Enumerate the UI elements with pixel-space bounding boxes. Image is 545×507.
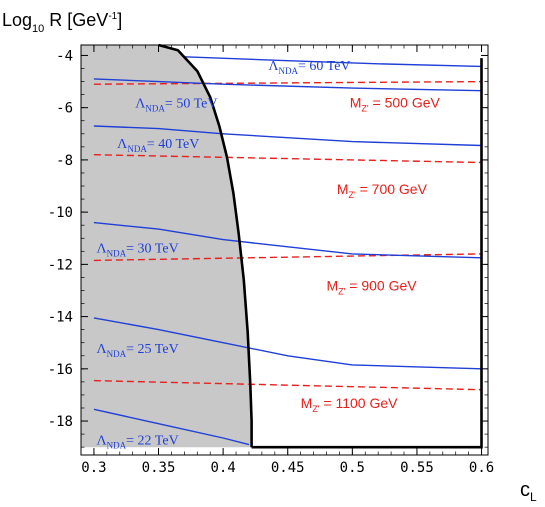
- lambda-label-value: = 25 TeV: [126, 342, 179, 357]
- lambda-label-symbol: Λ: [135, 97, 146, 112]
- y-axis-title: Log10 R [GeV-1]: [2, 10, 122, 35]
- lambda-label-value: = 60 TeV: [298, 59, 351, 74]
- mz-line-0: [93, 80, 482, 85]
- lambda-label-symbol: Λ: [97, 242, 108, 257]
- mz-label: MZ' = 1100 GeV: [301, 395, 399, 414]
- x-tick-label: 0.4: [210, 460, 235, 476]
- mz-label-subscript: Z': [338, 286, 345, 296]
- x-tick-label: 0.55: [400, 460, 434, 476]
- lambda-line-4: [93, 317, 482, 370]
- lambda-line-0: [184, 56, 482, 68]
- lambda-label-value: = 30 TeV: [126, 242, 179, 257]
- x-tick-label: 0.6: [469, 460, 494, 476]
- lambda-label-symbol: Λ: [97, 342, 108, 357]
- x-axis-title: cL: [520, 479, 537, 504]
- x-tick-label: 0.35: [142, 460, 176, 476]
- lambda-label-subscript: NDA: [279, 66, 299, 76]
- plot-area: 0.3 0.35 0.4 0.45 0.5 0.55 0.6 -4 -6 -8 -10 -12 -14 -…: [48, 43, 494, 476]
- mz-label-symbol: M: [337, 181, 349, 197]
- exclusion-boundary: [158, 43, 253, 448]
- lambda-label-value: = 40 TeV: [147, 137, 200, 152]
- lambda-line-1: [93, 78, 482, 92]
- mz-line-3: [93, 379, 482, 391]
- mz-label-subscript: Z': [361, 104, 368, 114]
- lambda-line-2: [93, 125, 482, 147]
- lambda-label-symbol: Λ: [268, 59, 279, 74]
- lambda-label-value: = 22 TeV: [126, 434, 179, 449]
- mz-label-symbol: M: [326, 277, 338, 293]
- lambda-label: ΛNDA= 40 TeV: [117, 137, 199, 154]
- lambda-label-subscript: NDA: [145, 104, 165, 114]
- allowed-region-box: [251, 58, 483, 449]
- x-tick-label: 0.5: [340, 460, 365, 476]
- lambda-line-3: [93, 221, 482, 259]
- mz-label-subscript: Z': [312, 404, 319, 414]
- lambda-line-5: [93, 408, 250, 446]
- excluded-region: [81, 45, 252, 448]
- mz-label-value: = 1100 GeV: [320, 395, 399, 411]
- plot-frame: [80, 44, 489, 456]
- lambda-label-subscript: NDA: [107, 441, 127, 451]
- mz-label-symbol: M: [301, 395, 313, 411]
- lambda-label-subscript: NDA: [107, 249, 127, 259]
- mz-label: MZ' = 900 GeV: [326, 277, 417, 296]
- y-tick-label: -6: [56, 101, 73, 117]
- y-tick-label: -10: [48, 205, 73, 221]
- y-tick-label: -16: [48, 362, 73, 378]
- lambda-label: ΛNDA= 30 TeV: [97, 242, 179, 259]
- lambda-label: ΛNDA= 60 TeV: [268, 59, 350, 76]
- y-tick-label: -14: [48, 310, 73, 326]
- lambda-label: ΛNDA= 50 TeV: [135, 97, 217, 114]
- mz-line-2: [93, 253, 482, 262]
- y-tick-label: -8: [56, 153, 73, 169]
- lambda-label: ΛNDA= 25 TeV: [97, 342, 179, 359]
- mz-label: MZ' = 700 GeV: [337, 181, 428, 200]
- lambda-label-symbol: Λ: [117, 137, 128, 152]
- mz-label-value: = 500 GeV: [369, 95, 441, 111]
- x-tick-label: 0.3: [81, 460, 106, 476]
- mz-label-subscript: Z': [349, 190, 356, 200]
- lambda-label-subscript: NDA: [127, 144, 147, 154]
- y-tick-label: -12: [48, 257, 73, 273]
- lambda-label-subscript: NDA: [107, 349, 127, 359]
- lambda-label-symbol: Λ: [97, 434, 108, 449]
- y-tick-label: -18: [48, 414, 73, 430]
- mz-label-symbol: M: [350, 95, 362, 111]
- y-tick-label: -4: [56, 48, 73, 64]
- mz-label: MZ' = 500 GeV: [350, 95, 441, 114]
- lambda-label-value: = 50 TeV: [165, 97, 218, 112]
- mz-line-1: [93, 154, 482, 164]
- mz-label-value: = 700 GeV: [356, 181, 428, 197]
- mz-label-value: = 900 GeV: [345, 277, 417, 293]
- lambda-label: ΛNDA= 22 TeV: [97, 434, 179, 451]
- x-tick-label: 0.45: [271, 460, 305, 476]
